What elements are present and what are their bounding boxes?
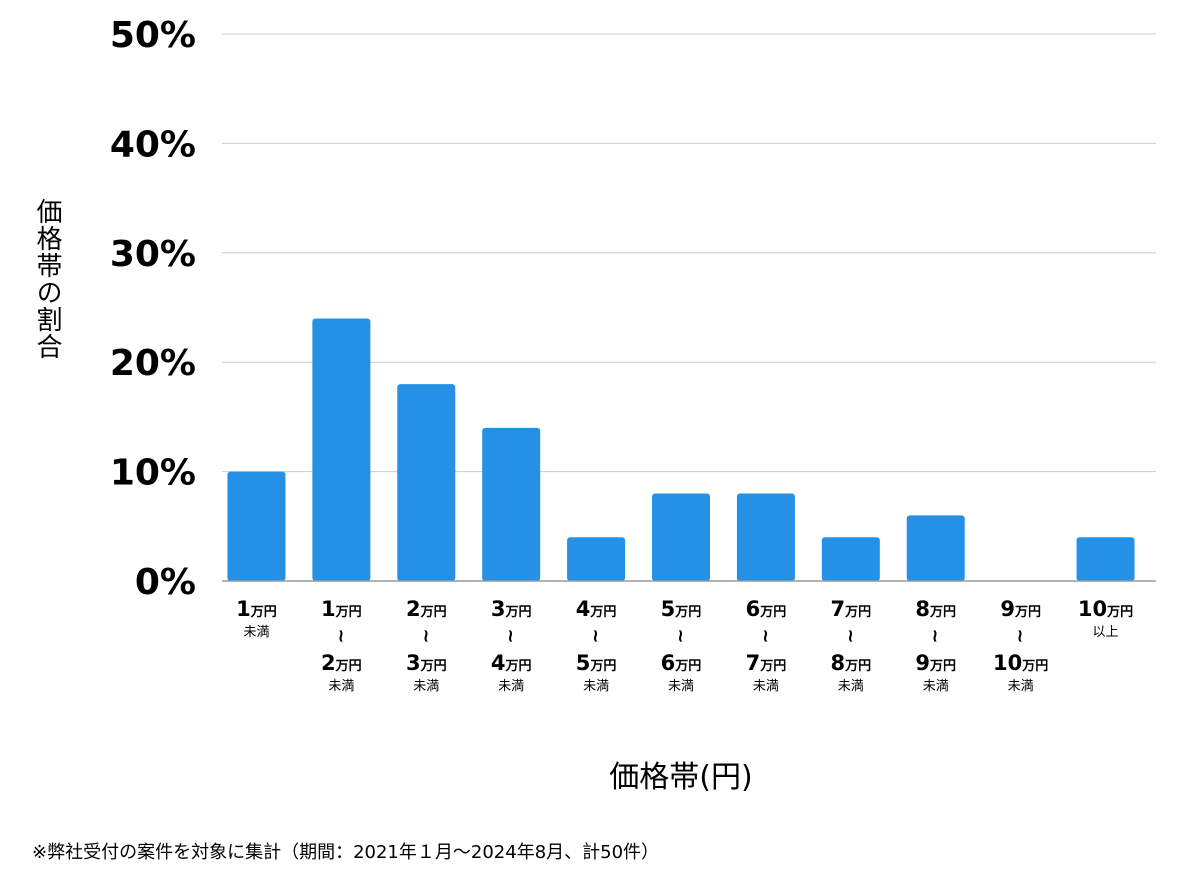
x-tick-label: 3万円 [491, 597, 532, 621]
y-tick-label: 30% [110, 234, 196, 275]
y-tick-label: 50% [110, 15, 196, 56]
x-tick-label: 9万円 [915, 651, 956, 675]
y-axis-label: 価格帯の割合 [32, 198, 62, 360]
y-tick-label: 20% [110, 343, 196, 384]
x-tick-range-mark: ~ [500, 628, 521, 643]
x-tick-range-mark: ~ [755, 628, 776, 643]
footnote: ※弊社受付の案件を対象に集計（期間：2021年１月〜2024年8月、計50件） [32, 842, 660, 863]
x-tick-label: 2万円 [406, 597, 447, 621]
x-tick-label: 9万円 [1000, 597, 1041, 621]
bar [397, 384, 456, 581]
x-tick-note: 未満 [923, 679, 949, 694]
bar [652, 493, 710, 581]
x-axis-label: 価格帯(円) [609, 760, 753, 795]
y-tick-label: 40% [110, 124, 196, 165]
bar [312, 318, 371, 581]
x-tick-range-mark: ~ [670, 628, 691, 643]
x-tick-range-mark: ~ [840, 628, 861, 643]
bar [821, 537, 880, 581]
x-tick-note: 未満 [328, 679, 354, 694]
x-tick-label: 5万円 [576, 651, 617, 675]
y-tick-label: 0% [135, 562, 196, 603]
bar [906, 515, 965, 581]
bar [1076, 537, 1135, 581]
x-tick-label: 10万円 [1078, 597, 1133, 621]
x-tick-note: 未満 [838, 679, 864, 694]
x-tick-note: 未満 [583, 679, 609, 694]
x-tick-range-mark: ~ [585, 628, 606, 643]
x-tick-range-mark: ~ [925, 628, 946, 643]
x-tick-label: 8万円 [915, 597, 956, 621]
x-tick-note: 未満 [1008, 679, 1034, 694]
bar [482, 427, 541, 581]
x-tick-label: 7万円 [830, 597, 871, 621]
x-tick-note: 未満 [413, 679, 439, 694]
x-tick-label: 4万円 [576, 597, 617, 621]
bar [736, 493, 795, 581]
x-tick-label: 8万円 [830, 651, 871, 675]
x-tick-note: 未満 [498, 679, 524, 694]
x-tick-note: 以上 [1093, 625, 1119, 640]
x-tick-label: 6万円 [661, 651, 702, 675]
x-tick-label: 10万円 [993, 651, 1048, 675]
x-tick-note: 未満 [753, 679, 779, 694]
x-tick-label: 6万円 [746, 597, 787, 621]
x-tick-label: 3万円 [406, 651, 447, 675]
x-tick-range-mark: ~ [415, 628, 436, 643]
x-tick-label: 7万円 [746, 651, 787, 675]
x-tick-label: 4万円 [491, 651, 532, 675]
x-tick-range-mark: ~ [1010, 628, 1031, 643]
x-tick-label: 1万円 [321, 597, 362, 621]
x-tick-note: 未満 [243, 625, 269, 640]
bar [567, 537, 626, 581]
y-tick-label: 10% [110, 453, 196, 494]
bar [227, 471, 286, 581]
x-tick-note: 未満 [668, 679, 694, 694]
x-tick-range-mark: ~ [330, 628, 351, 643]
x-tick-label: 2万円 [321, 651, 362, 675]
x-tick-label: 5万円 [661, 597, 702, 621]
x-tick-label: 1万円 [236, 597, 277, 621]
